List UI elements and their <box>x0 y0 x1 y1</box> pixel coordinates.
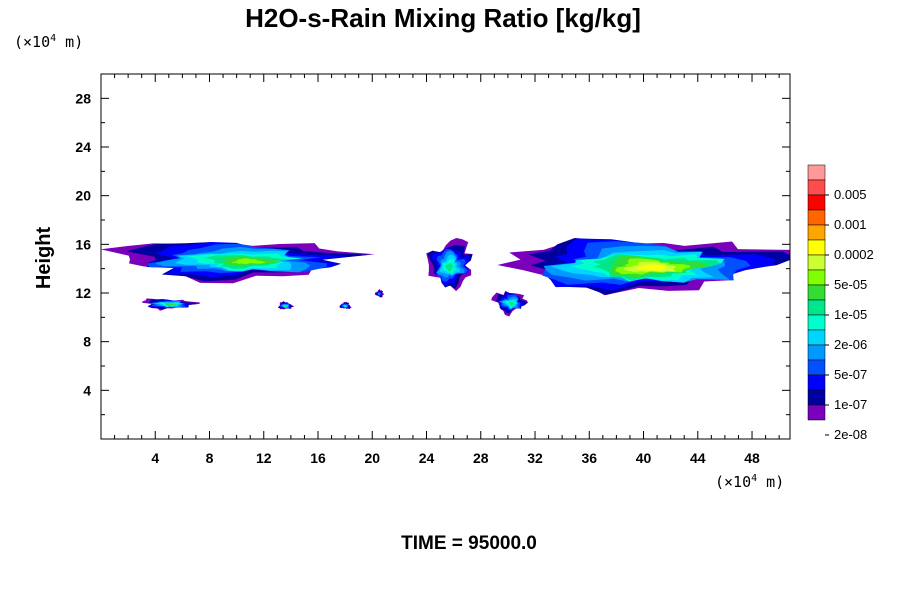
colorbar-label: 5e-05 <box>834 277 867 292</box>
x-unit-prefix: (×10 <box>715 473 751 491</box>
colorbar-label: 0.005 <box>834 187 867 202</box>
time-label: TIME = 95000.0 <box>401 533 537 554</box>
plot-frame <box>100 73 791 440</box>
y-axis-label: Height <box>33 227 55 290</box>
x-tick-label: 36 <box>581 450 597 466</box>
x-unit-suffix: m) <box>757 473 784 491</box>
x-tick-label: 40 <box>636 450 652 466</box>
y-unit-label: (×104 m) <box>14 33 83 51</box>
x-tick-label: 32 <box>527 450 543 466</box>
x-tick-label: 48 <box>744 450 760 466</box>
y-tick-label: 8 <box>83 334 91 350</box>
colorbar-label: 0.001 <box>834 217 867 232</box>
y-unit-exp: 4 <box>50 33 56 44</box>
colorbar-swatch <box>807 299 826 316</box>
y-tick-label: 16 <box>75 236 91 252</box>
colorbar-swatch <box>807 254 826 271</box>
colorbar-swatch <box>807 359 826 376</box>
x-tick-label: 24 <box>419 450 435 466</box>
rain-contour <box>509 301 515 306</box>
x-tick-label: 16 <box>310 450 326 466</box>
colorbar-label: 0.0002 <box>834 247 874 262</box>
colorbar-swatch <box>807 344 826 361</box>
x-tick-label: 28 <box>473 450 489 466</box>
y-tick-label: 24 <box>75 139 91 155</box>
y-tick-label: 20 <box>75 188 91 204</box>
rain-contour <box>634 264 667 271</box>
x-unit-exp: 4 <box>751 473 757 484</box>
colorbar-label: 2e-06 <box>834 337 867 352</box>
chart-title: H2O-s-Rain Mixing Ratio [kg/kg] <box>245 3 641 33</box>
x-tick-label: 4 <box>151 450 159 466</box>
colorbar-label: 1e-05 <box>834 307 867 322</box>
rain-contour <box>344 305 347 307</box>
y-tick-label: 28 <box>75 90 91 106</box>
x-tick-label: 12 <box>256 450 272 466</box>
rain-contour <box>167 303 176 306</box>
colorbar-label: 1e-07 <box>834 397 867 412</box>
rain-contour <box>378 292 381 295</box>
colorbar-label: 5e-07 <box>834 367 867 382</box>
colorbar-swatch <box>807 314 826 331</box>
colorbar-swatch <box>807 404 826 421</box>
colorbar-label: 2e-08 <box>834 427 867 442</box>
colorbar-swatch <box>807 269 826 286</box>
x-tick-label: 20 <box>364 450 380 466</box>
rain-contour <box>284 305 288 307</box>
colorbar-swatch <box>807 194 826 211</box>
y-unit-suffix: m) <box>56 33 83 51</box>
rain-contour <box>231 258 266 264</box>
colorbar-swatch <box>807 374 826 391</box>
x-tick-label: 8 <box>206 450 214 466</box>
rain-contour <box>445 263 454 272</box>
colorbar-swatch <box>807 329 826 346</box>
colorbar-swatch <box>807 209 826 226</box>
colorbar-swatch <box>807 389 826 406</box>
colorbar-swatch <box>807 179 826 196</box>
x-unit-label: (×104 m) <box>715 473 784 491</box>
y-tick-label: 4 <box>83 382 91 398</box>
x-tick-label: 44 <box>690 450 706 466</box>
colorbar-swatch <box>807 284 826 301</box>
colorbar-swatch <box>807 224 826 241</box>
colorbar-swatch <box>807 164 826 181</box>
y-tick-label: 12 <box>75 285 91 301</box>
y-unit-prefix: (×10 <box>14 33 50 51</box>
colorbar-swatch <box>807 239 826 256</box>
colorbar: 0.005 0.001 0.0002 5e-05 1e-05 2e-06 5e-07 1e-0… <box>807 164 874 442</box>
rain-field-layer <box>101 238 790 317</box>
